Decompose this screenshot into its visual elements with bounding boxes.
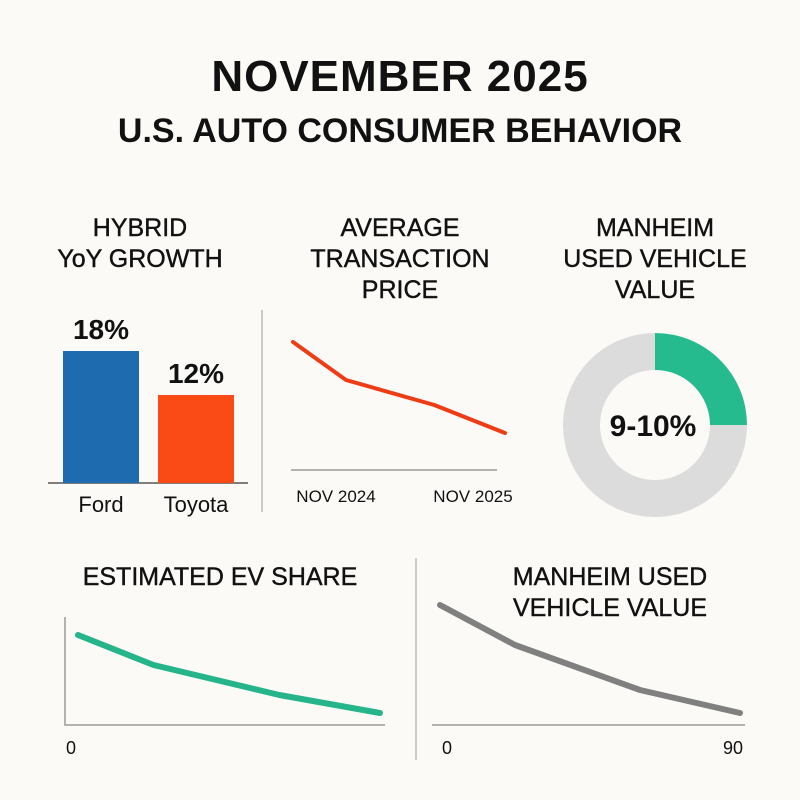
title-line: VALUE (614, 276, 696, 304)
donut-slice-highlight (655, 333, 747, 425)
hybrid-chart-title: HYBRID YoY GROWTH (30, 213, 250, 275)
x-tick-label: 0 (66, 738, 76, 758)
line-series (291, 340, 507, 435)
manheim-line-title: MANHEIM USED VEHICLE VALUE (460, 562, 760, 624)
line-axis (64, 617, 385, 726)
title-line: YoY GROWTH (57, 245, 223, 273)
ev-chart-title: ESTIMATED EV SHARE (50, 562, 390, 593)
atp-chart-title: AVERAGE TRANSACTION PRICE (290, 213, 510, 306)
bar-category-label: Toyota (164, 492, 230, 517)
manheim-donut-title: MANHEIM USED VEHICLE VALUE (545, 213, 765, 306)
bar-toyota (158, 395, 234, 483)
page-subtitle: U.S. AUTO CONSUMER BEHAVIOR (117, 112, 683, 150)
x-tick-label: NOV 2025 (433, 487, 512, 506)
bar-category-label: Ford (78, 492, 123, 517)
title-line: TRANSACTION (310, 245, 490, 273)
line-series (75, 632, 383, 716)
x-tick-label: 90 (723, 738, 743, 758)
title-line: ESTIMATED EV SHARE (82, 563, 358, 591)
title-line: MANHEIM USED (512, 563, 708, 591)
title-line: MANHEIM (595, 214, 715, 242)
x-tick-label: 0 (442, 738, 452, 758)
donut-center-label: 9-10% (610, 410, 697, 443)
bar-ford (63, 351, 139, 483)
page-title: NOVEMBER 2025 (211, 52, 589, 101)
line-series (437, 602, 743, 716)
bar-value-label: 18% (73, 314, 129, 345)
bar-value-label: 12% (168, 358, 224, 389)
title-line: HYBRID (92, 214, 188, 242)
title-line: VEHICLE VALUE (512, 594, 708, 622)
donut-slice-rest (563, 333, 747, 517)
title-line: USED VEHICLE (563, 245, 747, 273)
x-tick-label: NOV 2024 (296, 487, 375, 506)
title-line: AVERAGE (340, 214, 460, 242)
title-line: PRICE (361, 276, 439, 304)
